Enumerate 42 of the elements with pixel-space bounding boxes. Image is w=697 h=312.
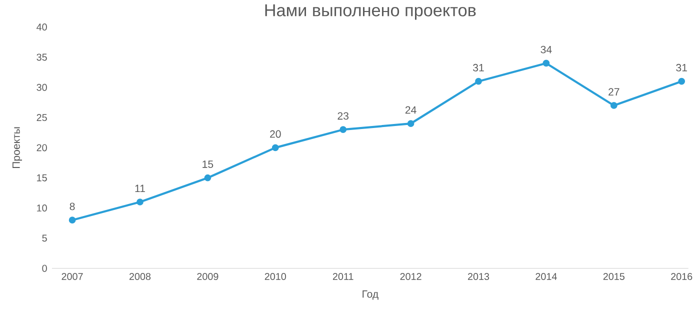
y-tick-label: 35 [36,54,47,61]
point [340,126,347,134]
x-tick-label: 2015 [603,273,624,280]
data-label: 11 [135,184,145,192]
data-label: 31 [676,64,687,72]
point [136,198,144,206]
x-tick-label: 2012 [400,273,422,280]
y-axis-title: Проекты [12,127,22,168]
point [475,78,482,85]
point [204,174,212,182]
data-label: 15 [202,160,214,168]
x-tick-label: 2007 [62,273,83,280]
data-label: 8 [70,202,75,210]
point [68,216,76,224]
x-tick-label: 2008 [129,273,151,280]
x-tick-label: 2009 [197,273,218,280]
data-label: 24 [405,106,416,114]
x-tick-label: 2016 [671,273,692,280]
x-tick-label: 2011 [332,273,354,280]
x-tick-label: 2013 [468,273,490,280]
data-label: 31 [473,64,484,72]
data-label: 27 [608,88,620,96]
chart-title: Нами выполнено проектов [265,4,476,20]
point [610,102,618,109]
x-tick-label: 2010 [264,273,286,280]
y-tick-label: 5 [42,234,47,242]
x-tick-label: 2014 [536,273,557,280]
y-tick-label: 40 [36,24,47,31]
y-tick-label: 0 [42,264,47,272]
point [678,78,686,85]
y-tick-label: 10 [37,204,47,212]
data-label: 23 [338,112,348,120]
point [407,120,414,128]
y-tick-label: 30 [36,84,47,91]
y-tick-label: 20 [36,144,47,152]
data-label: 20 [270,130,281,138]
point [542,60,550,67]
point [272,144,279,152]
data-label: 34 [540,46,552,54]
y-tick-label: 25 [36,114,47,122]
y-tick-label: 15 [37,174,47,182]
x-axis-title: Год [362,290,378,300]
